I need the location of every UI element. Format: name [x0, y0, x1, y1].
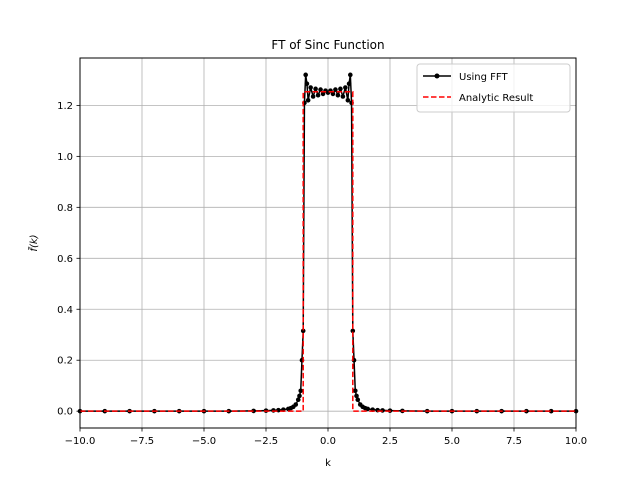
y-tick-label: 0.2: [57, 356, 73, 367]
x-tick-label: 7.5: [506, 436, 522, 447]
fft-data-point: [295, 397, 301, 403]
x-tick-label: 2.5: [382, 436, 398, 447]
fft-data-point: [345, 98, 351, 103]
fft-data-point: [271, 408, 276, 413]
x-tick-label: −10.0: [65, 436, 96, 447]
fft-data-point: [293, 402, 299, 407]
fft-data-point: [338, 86, 343, 92]
fft-data-point: [343, 85, 348, 90]
fft-data-point: [340, 94, 346, 99]
x-tick-label: 10.0: [565, 436, 587, 447]
fft-data-point: [315, 92, 321, 98]
x-tick-label: −5.0: [192, 436, 216, 447]
fft-data-point: [320, 91, 326, 97]
legend-fft-marker: [434, 73, 440, 79]
fft-data-point: [300, 328, 306, 334]
fft-data-point: [335, 92, 341, 98]
grid-lines: [79, 58, 577, 428]
fft-data-point: [298, 388, 304, 394]
fft-data-point: [297, 393, 302, 399]
fft-data-point: [303, 72, 308, 78]
x-axis-label: k: [325, 458, 331, 469]
y-tick-label: 0.8: [57, 203, 73, 214]
fft-data-point: [354, 393, 359, 399]
x-tick-label: −7.5: [130, 436, 154, 447]
chart-title: FT of Sinc Function: [271, 38, 384, 52]
fft-data-point: [310, 94, 316, 99]
y-tick-label: 0.0: [57, 407, 73, 418]
fft-data-point: [548, 408, 554, 414]
fft-data-point: [355, 397, 361, 403]
legend: Using FFT Analytic Result: [416, 63, 571, 113]
fft-data-point: [308, 85, 313, 90]
series-analytic-line: [80, 91, 576, 412]
fft-data-point: [305, 98, 311, 103]
fft-data-point: [318, 87, 323, 92]
series-layer: [77, 72, 579, 414]
ticks: −10.0 −7.5 −5.0 −2.5 0.0 2.5 5.0 7.5 10.0 0.0 0.2 0…: [57, 101, 587, 447]
fft-data-point: [352, 388, 358, 394]
y-tick-label: 1.2: [57, 101, 73, 112]
fft-data-point: [350, 328, 356, 334]
x-tick-label: −2.5: [254, 436, 278, 447]
y-tick-label: 0.6: [57, 254, 73, 265]
y-axis-label: f̃(k): [27, 234, 40, 251]
fft-data-point: [251, 408, 256, 414]
y-tick-label: 1.0: [57, 152, 73, 163]
fft-data-point: [346, 81, 352, 87]
fft-data-point: [330, 91, 336, 97]
fft-data-point: [365, 406, 370, 412]
series-fft-markers: [77, 72, 579, 414]
x-tick-label: 0.0: [320, 436, 336, 447]
fft-data-point: [333, 87, 338, 92]
fft-data-point: [304, 81, 310, 87]
legend-box: [416, 63, 571, 113]
legend-analytic-label: Analytic Result: [459, 93, 533, 104]
y-tick-label: 0.4: [57, 305, 73, 316]
fft-data-point: [348, 72, 353, 78]
fft-data-point: [313, 86, 318, 92]
legend-fft-label: Using FFT: [459, 72, 509, 83]
fft-data-point: [380, 408, 385, 413]
x-tick-label: 5.0: [444, 436, 460, 447]
